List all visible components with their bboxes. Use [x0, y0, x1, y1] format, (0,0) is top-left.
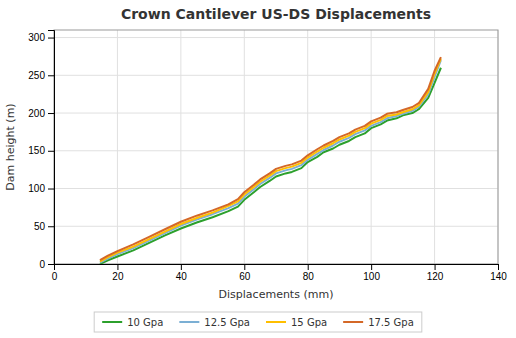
tick-label: 40 [176, 271, 188, 282]
tick-mark [48, 189, 54, 190]
tick-mark [48, 38, 54, 39]
series-line [100, 59, 441, 262]
tick: 100 [28, 183, 54, 194]
tick-label: 0 [39, 259, 45, 270]
chart: 0 20 40 60 80 100 120 140 0 50 100 150 200 250 300 Crow… [0, 0, 516, 338]
tick-mark [244, 264, 245, 270]
grid-line [117, 30, 118, 264]
tick-label: 200 [28, 108, 45, 119]
tick-label: 80 [303, 271, 315, 282]
tick-label: 120 [427, 271, 444, 282]
x-axis-title: Displacements (mm) [219, 288, 334, 301]
grid-line [54, 188, 498, 189]
series-line [100, 68, 441, 264]
grid-line [244, 30, 245, 264]
tick: 300 [28, 32, 54, 43]
series-line [100, 60, 441, 262]
legend-label: 10 Gpa [127, 317, 163, 328]
legend-label: 15 Gpa [291, 317, 327, 328]
tick-label: 140 [490, 271, 507, 282]
legend-item: 17.5 Gpa [343, 317, 414, 328]
tick: 250 [28, 70, 54, 81]
grid-line [54, 75, 498, 76]
grid-line [434, 30, 435, 264]
legend-swatch [343, 321, 363, 323]
tick-mark [498, 264, 499, 270]
tick-mark [48, 264, 54, 265]
legend-box [94, 312, 422, 332]
legend-item: 10 Gpa [102, 317, 163, 328]
tick-label: 20 [112, 271, 124, 282]
tick: 120 [427, 264, 444, 282]
plot-frame [54, 30, 498, 264]
tick-mark [308, 264, 309, 270]
grid-line [54, 150, 498, 151]
axis-line [48, 31, 55, 265]
tick-label: 100 [363, 271, 380, 282]
legend-swatch [179, 321, 199, 323]
grid-line [54, 37, 498, 38]
tick: 100 [363, 264, 380, 282]
tick: 200 [28, 108, 54, 119]
tick: 140 [490, 264, 507, 282]
tick-mark [117, 264, 118, 270]
tick-mark [48, 75, 54, 76]
legend-item: 12.5 Gpa [179, 317, 250, 328]
grid-line [54, 226, 498, 227]
legend-item: 15 Gpa [266, 317, 327, 328]
tick-label: 100 [28, 183, 45, 194]
y-axis: 0 50 100 150 200 250 300 [28, 31, 54, 270]
tick: 60 [239, 264, 251, 282]
axis-line [55, 265, 499, 271]
legend-label: 17.5 Gpa [368, 317, 414, 328]
tick-mark [181, 264, 182, 270]
y-axis-title: Dam height (m) [4, 103, 17, 190]
plot-area [100, 57, 441, 264]
legend-swatch [266, 321, 286, 323]
tick-mark [48, 113, 54, 114]
legend-label: 12.5 Gpa [204, 317, 250, 328]
tick-mark [371, 264, 372, 270]
grid-line [371, 30, 372, 264]
title: Crown Cantilever US-DS Displacements [121, 6, 431, 22]
tick-mark [48, 226, 54, 227]
tick: 50 [34, 221, 54, 232]
tick-label: 50 [34, 221, 46, 232]
legend-swatch [102, 321, 122, 323]
tick-label: 0 [52, 271, 58, 282]
tick-label: 300 [28, 32, 45, 43]
tick: 0 [39, 259, 54, 270]
tick: 80 [303, 264, 315, 282]
tick: 20 [112, 264, 124, 282]
series-line [100, 57, 441, 260]
tick: 40 [176, 264, 188, 282]
tick-label: 60 [239, 271, 251, 282]
grid-line [54, 113, 498, 114]
tick: 0 [52, 264, 58, 282]
grid-line [307, 30, 308, 264]
tick-label: 150 [28, 145, 45, 156]
tick-mark [48, 151, 54, 152]
tick-label: 250 [28, 70, 45, 81]
legend: 10 Gpa 12.5 Gpa 15 Gpa 17.5 Gpa [94, 312, 422, 332]
tick: 150 [28, 145, 54, 156]
tick-mark [435, 264, 436, 270]
grid [54, 30, 498, 264]
x-axis: 0 20 40 60 80 100 120 140 [52, 264, 508, 282]
